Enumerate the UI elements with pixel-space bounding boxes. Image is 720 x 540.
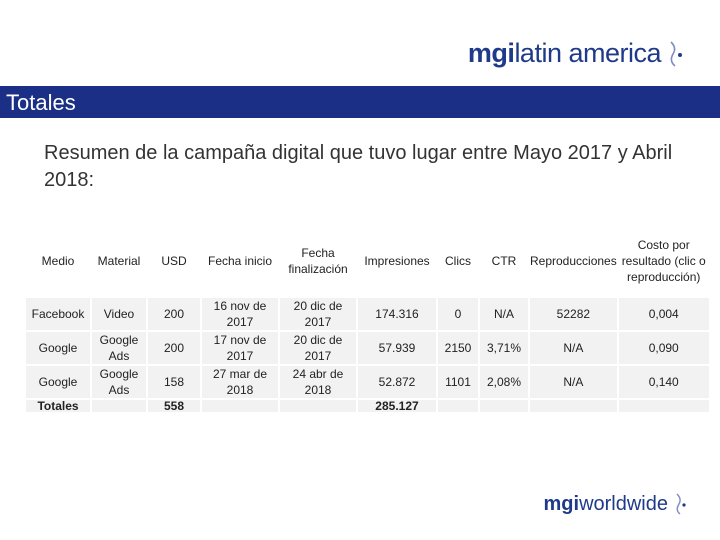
cell-reproducciones: 52282 — [530, 298, 617, 330]
cell-reproducciones: N/A — [530, 366, 617, 398]
cell-fecha-inicio: 27 mar de 2018 — [202, 366, 278, 398]
cell-ctr: 3,71% — [480, 332, 528, 364]
table-row: Google Google Ads 158 27 mar de 2018 24 … — [26, 366, 709, 398]
cell-fecha-inicio: 17 nov de 2017 — [202, 332, 278, 364]
header-usd: USD — [148, 226, 200, 296]
cell-clics: 0 — [438, 298, 478, 330]
cell-usd: 158 — [148, 366, 200, 398]
page-title: Totales — [6, 90, 76, 115]
totals-cell — [530, 400, 617, 412]
header-impresiones: Impresiones — [358, 226, 436, 296]
cell-material: Video — [92, 298, 146, 330]
mgi-worldwide-logo: mgiworldwide — [544, 492, 689, 516]
totals-cell — [202, 400, 278, 412]
header-fecha-finalizacion: Fecha finalización — [280, 226, 356, 296]
table-row: Google Google Ads 200 17 nov de 2017 20 … — [26, 332, 709, 364]
logo-mgi-text: mgi — [543, 492, 580, 515]
title-bar: Totales — [0, 86, 720, 118]
header-costo-por-resultado: Costo por resultado (clic o reproducción… — [618, 226, 709, 296]
campaign-table: Medio Material USD Fecha inicio Fecha fi… — [24, 224, 711, 414]
cell-impresiones: 52.872 — [358, 366, 436, 398]
header-medio: Medio — [26, 226, 90, 296]
totals-cell — [438, 400, 478, 412]
mgi-latin-america-logo: mgilatin america — [468, 38, 685, 69]
cell-costo: 0,004 — [618, 298, 709, 330]
swirl-icon — [670, 40, 682, 67]
totals-row: Totales 558 285.127 — [26, 400, 709, 412]
subtitle: Resumen de la campaña digital que tuvo l… — [44, 142, 673, 191]
table-row: Facebook Video 200 16 nov de 2017 20 dic… — [26, 298, 709, 330]
cell-reproducciones: N/A — [530, 332, 617, 364]
header-clics: Clics — [438, 226, 478, 296]
totals-cell — [618, 400, 709, 412]
header-material: Material — [92, 226, 146, 296]
totals-cell — [480, 400, 528, 412]
totals-label: Totales — [26, 400, 90, 412]
cell-impresiones: 174.316 — [358, 298, 436, 330]
cell-usd: 200 — [148, 298, 200, 330]
totals-cell — [280, 400, 356, 412]
cell-ctr: 2,08% — [480, 366, 528, 398]
header-reproducciones: Reproducciones — [530, 226, 617, 296]
cell-clics: 1101 — [438, 366, 478, 398]
cell-impresiones: 57.939 — [358, 332, 436, 364]
totals-cell — [92, 400, 146, 412]
cell-fecha-finalizacion: 20 dic de 2017 — [280, 332, 356, 364]
cell-material: Google Ads — [92, 332, 146, 364]
totals-usd: 558 — [148, 400, 200, 412]
cell-fecha-inicio: 16 nov de 2017 — [202, 298, 278, 330]
cell-costo: 0,090 — [618, 332, 709, 364]
cell-medio: Facebook — [26, 298, 90, 330]
cell-fecha-finalizacion: 20 dic de 2017 — [280, 298, 356, 330]
cell-clics: 2150 — [438, 332, 478, 364]
cell-material: Google Ads — [92, 366, 146, 398]
cell-medio: Google — [26, 366, 90, 398]
totals-impresiones: 285.127 — [358, 400, 436, 412]
cell-medio: Google — [26, 332, 90, 364]
header-ctr: CTR — [480, 226, 528, 296]
cell-usd: 200 — [148, 332, 200, 364]
logo-latin-america-text: latin america — [514, 38, 661, 68]
cell-ctr: N/A — [480, 298, 528, 330]
logo-worldwide-text: worldwide — [579, 492, 668, 515]
table-header-row: Medio Material USD Fecha inicio Fecha fi… — [26, 226, 709, 296]
swirl-icon — [676, 493, 686, 515]
header-fecha-inicio: Fecha inicio — [202, 226, 278, 296]
logo-mgi-text: mgi — [467, 38, 515, 68]
cell-costo: 0,140 — [618, 366, 709, 398]
cell-fecha-finalizacion: 24 abr de 2018 — [280, 366, 356, 398]
